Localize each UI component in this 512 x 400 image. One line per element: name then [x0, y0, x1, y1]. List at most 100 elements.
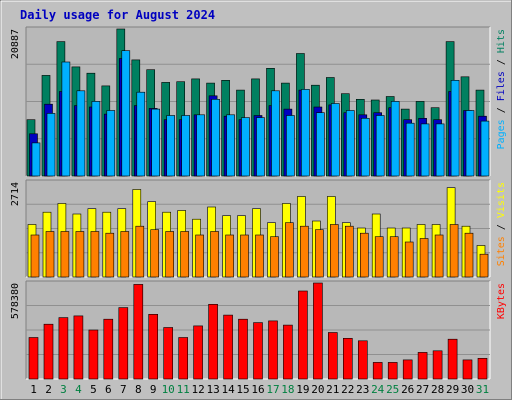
bar-pages-day-25 — [390, 101, 400, 177]
bar-pages-day-17 — [271, 90, 280, 177]
bar-sites-day-27 — [419, 238, 429, 278]
x-tick-label: 1 — [30, 383, 37, 396]
x-tick-label: 30 — [461, 383, 474, 396]
bar-kbytes-day-27 — [417, 352, 428, 380]
bar-pages-day-22 — [345, 110, 355, 177]
bar-pages-day-28 — [435, 123, 445, 177]
bar-pages-day-15 — [241, 117, 250, 177]
bar-kbytes-day-30 — [462, 359, 473, 380]
bar-pages-day-29 — [450, 80, 460, 177]
legend-hits: Hits — [496, 29, 507, 53]
x-tick-label: 12 — [191, 383, 204, 396]
x-tick-label: 19 — [296, 383, 309, 396]
x-tick-label: 13 — [206, 383, 219, 396]
bar-kbytes-day-15 — [238, 318, 248, 380]
x-tick-label: 25 — [386, 383, 399, 396]
bar-sites-day-7 — [120, 231, 130, 278]
bar-sites-day-30 — [464, 232, 474, 278]
x-tick-label: 3 — [60, 383, 67, 396]
bar-kbytes-day-13 — [208, 303, 218, 380]
x-tick-label: 8 — [135, 383, 142, 396]
legend-pages: Pages — [496, 119, 507, 149]
legend-sites: Sites — [496, 236, 507, 266]
chart-title: Daily usage for August 2024 — [20, 8, 215, 22]
bar-pages-day-18 — [286, 115, 295, 177]
series-legend: Sites / Visits — [496, 182, 507, 266]
bar-sites-day-6 — [105, 232, 115, 278]
bar-sites-day-19 — [300, 225, 309, 278]
bar-kbytes-day-16 — [253, 322, 263, 380]
x-tick-label: 26 — [401, 383, 414, 396]
legend-visits: Visits — [496, 182, 507, 218]
bar-kbytes-day-31 — [477, 357, 488, 380]
bar-pages-day-24 — [375, 115, 385, 177]
x-tick-label: 11 — [177, 383, 190, 396]
bar-kbytes-day-22 — [342, 337, 353, 380]
bar-kbytes-day-10 — [163, 327, 173, 380]
bar-sites-day-4 — [75, 231, 85, 278]
bar-kbytes-day-21 — [327, 332, 338, 380]
x-tick-label: 7 — [120, 383, 127, 396]
bar-kbytes-day-3 — [58, 317, 69, 380]
x-tick-label: 20 — [311, 383, 324, 396]
x-tick-label: 14 — [221, 383, 235, 396]
bar-sites-day-26 — [404, 241, 414, 278]
x-tick-label: 31 — [476, 383, 489, 396]
panel-sites-visits: 2714 Sites / Visits — [10, 179, 507, 278]
x-tick-label: 28 — [431, 383, 444, 396]
x-tick-label: 17 — [266, 383, 279, 396]
bar-pages-day-2 — [46, 113, 56, 177]
bar-pages-day-19 — [301, 89, 310, 177]
bar-sites-day-23 — [359, 232, 369, 278]
bar-kbytes-day-17 — [268, 320, 278, 380]
bar-sites-day-12 — [195, 234, 204, 278]
x-tick-label: 29 — [446, 383, 459, 396]
bar-pages-day-10 — [166, 115, 175, 177]
bar-kbytes-day-12 — [193, 325, 203, 380]
bar-kbytes-day-6 — [103, 318, 114, 380]
bar-pages-day-5 — [91, 101, 101, 177]
bar-pages-day-1 — [31, 142, 41, 177]
bar-kbytes-day-19 — [298, 290, 308, 380]
bar-kbytes-day-20 — [313, 282, 323, 380]
bar-kbytes-day-4 — [73, 315, 84, 380]
x-tick-label: 5 — [90, 383, 97, 396]
bar-sites-day-18 — [285, 222, 294, 278]
bar-kbytes-day-23 — [357, 340, 368, 380]
bar-pages-day-14 — [226, 114, 235, 177]
x-tick-label: 18 — [281, 383, 294, 396]
bar-sites-day-3 — [60, 231, 70, 278]
bar-sites-day-2 — [45, 231, 55, 278]
y-max-label: 578380 — [10, 283, 21, 319]
bar-pages-day-7 — [121, 50, 131, 177]
bar-sites-day-25 — [389, 236, 399, 278]
legend-files: Files — [496, 71, 507, 101]
bar-kbytes-day-29 — [447, 338, 458, 380]
bar-pages-day-12 — [196, 114, 205, 177]
bar-sites-day-14 — [225, 234, 234, 278]
bar-sites-day-1 — [30, 234, 40, 278]
bar-pages-day-31 — [480, 120, 490, 177]
bar-pages-day-11 — [181, 115, 190, 177]
bar-sites-day-16 — [255, 234, 264, 278]
bar-sites-day-10 — [165, 231, 174, 278]
bar-sites-day-8 — [135, 225, 145, 278]
bar-sites-day-5 — [90, 231, 100, 278]
x-tick-label: 10 — [162, 383, 175, 396]
x-tick-label: 15 — [236, 383, 249, 396]
bar-sites-day-21 — [329, 224, 339, 278]
bar-kbytes-day-18 — [283, 324, 293, 380]
bar-kbytes-day-11 — [178, 337, 188, 380]
bar-sites-day-22 — [344, 225, 354, 278]
series-legend: KBytes — [496, 283, 507, 319]
bar-pages-day-30 — [465, 110, 475, 177]
bar-pages-day-27 — [420, 123, 430, 177]
bar-kbytes-day-9 — [148, 313, 158, 380]
bar-sites-day-29 — [449, 224, 459, 278]
y-max-label: 20887 — [10, 29, 21, 59]
bar-sites-day-31 — [479, 253, 489, 278]
bar-sites-day-28 — [434, 234, 444, 278]
series-legend: Pages / Files / Hits — [496, 29, 507, 149]
bar-pages-day-3 — [61, 61, 71, 177]
